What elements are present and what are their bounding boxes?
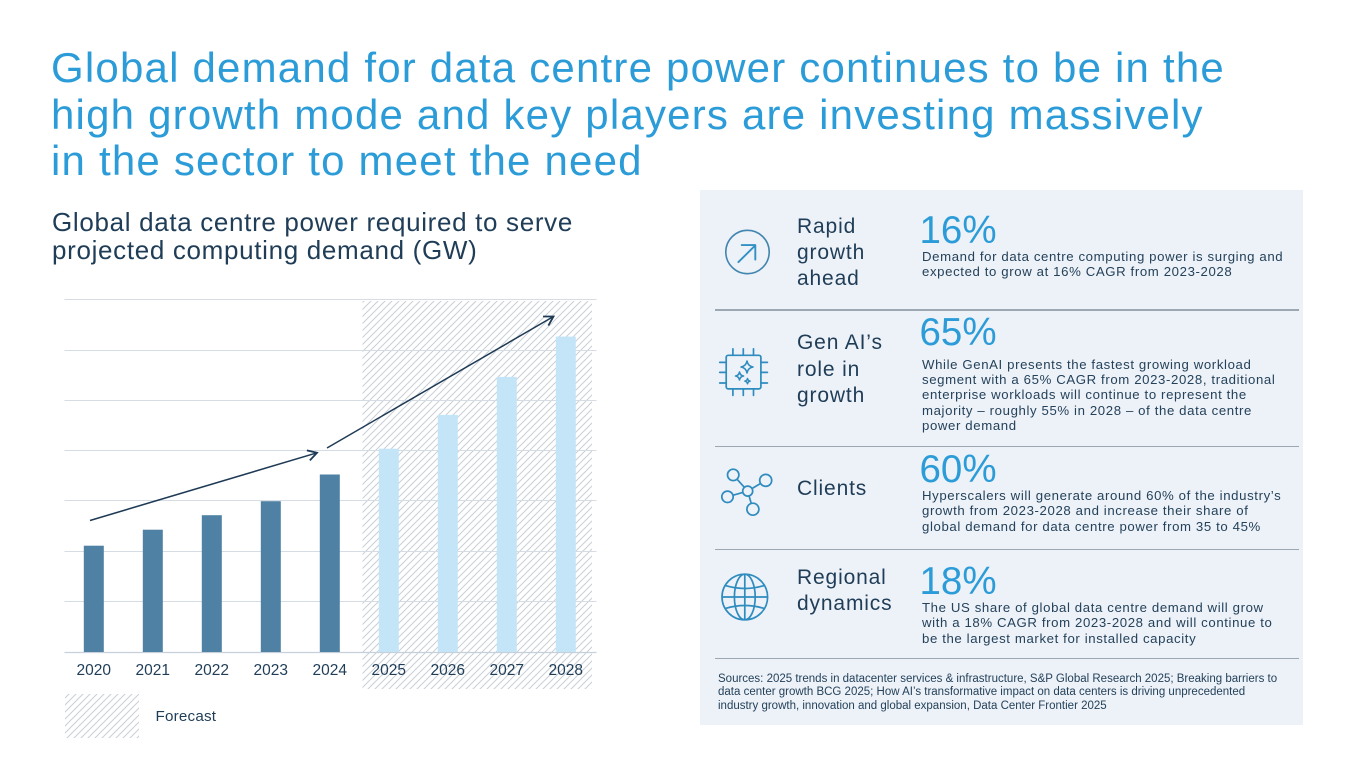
svg-text:2026: 2026 — [431, 662, 465, 679]
svg-text:2022: 2022 — [195, 662, 229, 679]
svg-text:2025: 2025 — [372, 662, 406, 679]
svg-text:2023: 2023 — [254, 662, 288, 679]
svg-text:2021: 2021 — [136, 662, 170, 679]
svg-text:2027: 2027 — [490, 662, 524, 679]
svg-text:2020: 2020 — [77, 662, 112, 679]
svg-text:2028: 2028 — [549, 662, 583, 679]
svg-text:2024: 2024 — [313, 662, 348, 679]
